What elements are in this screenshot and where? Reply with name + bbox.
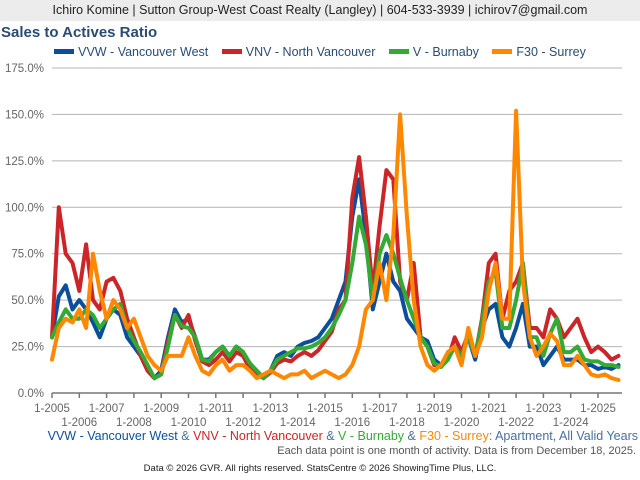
y-tick-label: 150.0% [5,109,44,121]
x-tick-label: 1-2012 [225,417,261,429]
x-tick-label: 1-2006 [61,417,97,429]
legend-swatch [221,49,242,55]
legend: VVW - Vancouver West VNV - North Vancouv… [0,45,640,59]
x-tick-label: 1-2024 [553,417,589,429]
legend-swatch [388,49,409,55]
x-tick-label: 1-2021 [471,403,507,415]
legend-label: F30 - Surrey [516,45,586,59]
x-tick-label: 1-2005 [34,403,70,415]
y-tick-label: 25.0% [11,342,44,354]
series-line-surrey [50,108,621,382]
x-tick-label: 1-2007 [89,403,125,415]
caption-amp: & [322,429,339,443]
x-tick-label: 1-2019 [416,403,452,415]
x-tick-label: 1-2018 [389,417,425,429]
caption-surrey: F30 - Surrey [419,429,489,443]
x-tick-label: 1-2014 [280,417,316,429]
copyright-footer: Data © 2026 GVR. All rights reserved. St… [143,463,497,474]
x-tick-label: 1-2013 [252,403,288,415]
legend-label: V - Burnaby [412,45,479,59]
x-tick-label: 1-2009 [143,403,179,415]
x-tick-label: 1-2022 [498,417,534,429]
y-tick-label: 75.0% [11,249,44,261]
caption-amp: & [404,429,420,443]
x-tick-label: 1-2011 [198,403,233,415]
caption-rest: : Apartment, All Valid Years [488,429,638,443]
x-tick-label: 1-2010 [171,417,207,429]
legend-swatch [54,49,75,55]
caption-burnaby: V - Burnaby [338,429,405,443]
x-tick-label: 1-2015 [307,403,343,415]
legend-item-vvw[interactable]: VVW - Vancouver West [54,45,208,59]
legend-label: VNV - North Vancouver [245,45,376,59]
chart-caption: VVW - Vancouver West & VNV - North Vanco… [0,429,638,443]
data-note: Each data point is one month of activity… [277,445,636,457]
x-tick-label: 1-2023 [525,403,561,415]
legend-swatch [492,49,513,55]
caption-vvw: VVW - Vancouver West [47,429,178,443]
x-tick-label: 1-2016 [334,417,370,429]
legend-item-surrey[interactable]: F30 - Surrey [492,45,586,59]
x-tick-label: 1-2008 [116,417,152,429]
y-tick-label: 50.0% [11,295,44,307]
x-tick-label: 1-2020 [444,417,480,429]
y-tick-label: 125.0% [5,156,44,168]
y-tick-label: 175.0% [5,63,44,75]
y-tick-label: 0.0% [18,388,44,400]
x-tick-label: 1-2025 [580,403,616,415]
y-tick-label: 100.0% [5,202,44,214]
agent-header: Ichiro Komine | Sutton Group-West Coast … [0,0,640,21]
x-tick-label: 1-2017 [362,403,398,415]
caption-vnv: VNV - North Vancouver [193,429,323,443]
legend-label: VVW - Vancouver West [78,45,209,59]
chart-title: Sales to Actives Ratio [1,24,158,41]
caption-amp: & [177,429,194,443]
legend-item-burnaby[interactable]: V - Burnaby [388,45,479,59]
legend-item-vnv[interactable]: VNV - North Vancouver [221,45,376,59]
